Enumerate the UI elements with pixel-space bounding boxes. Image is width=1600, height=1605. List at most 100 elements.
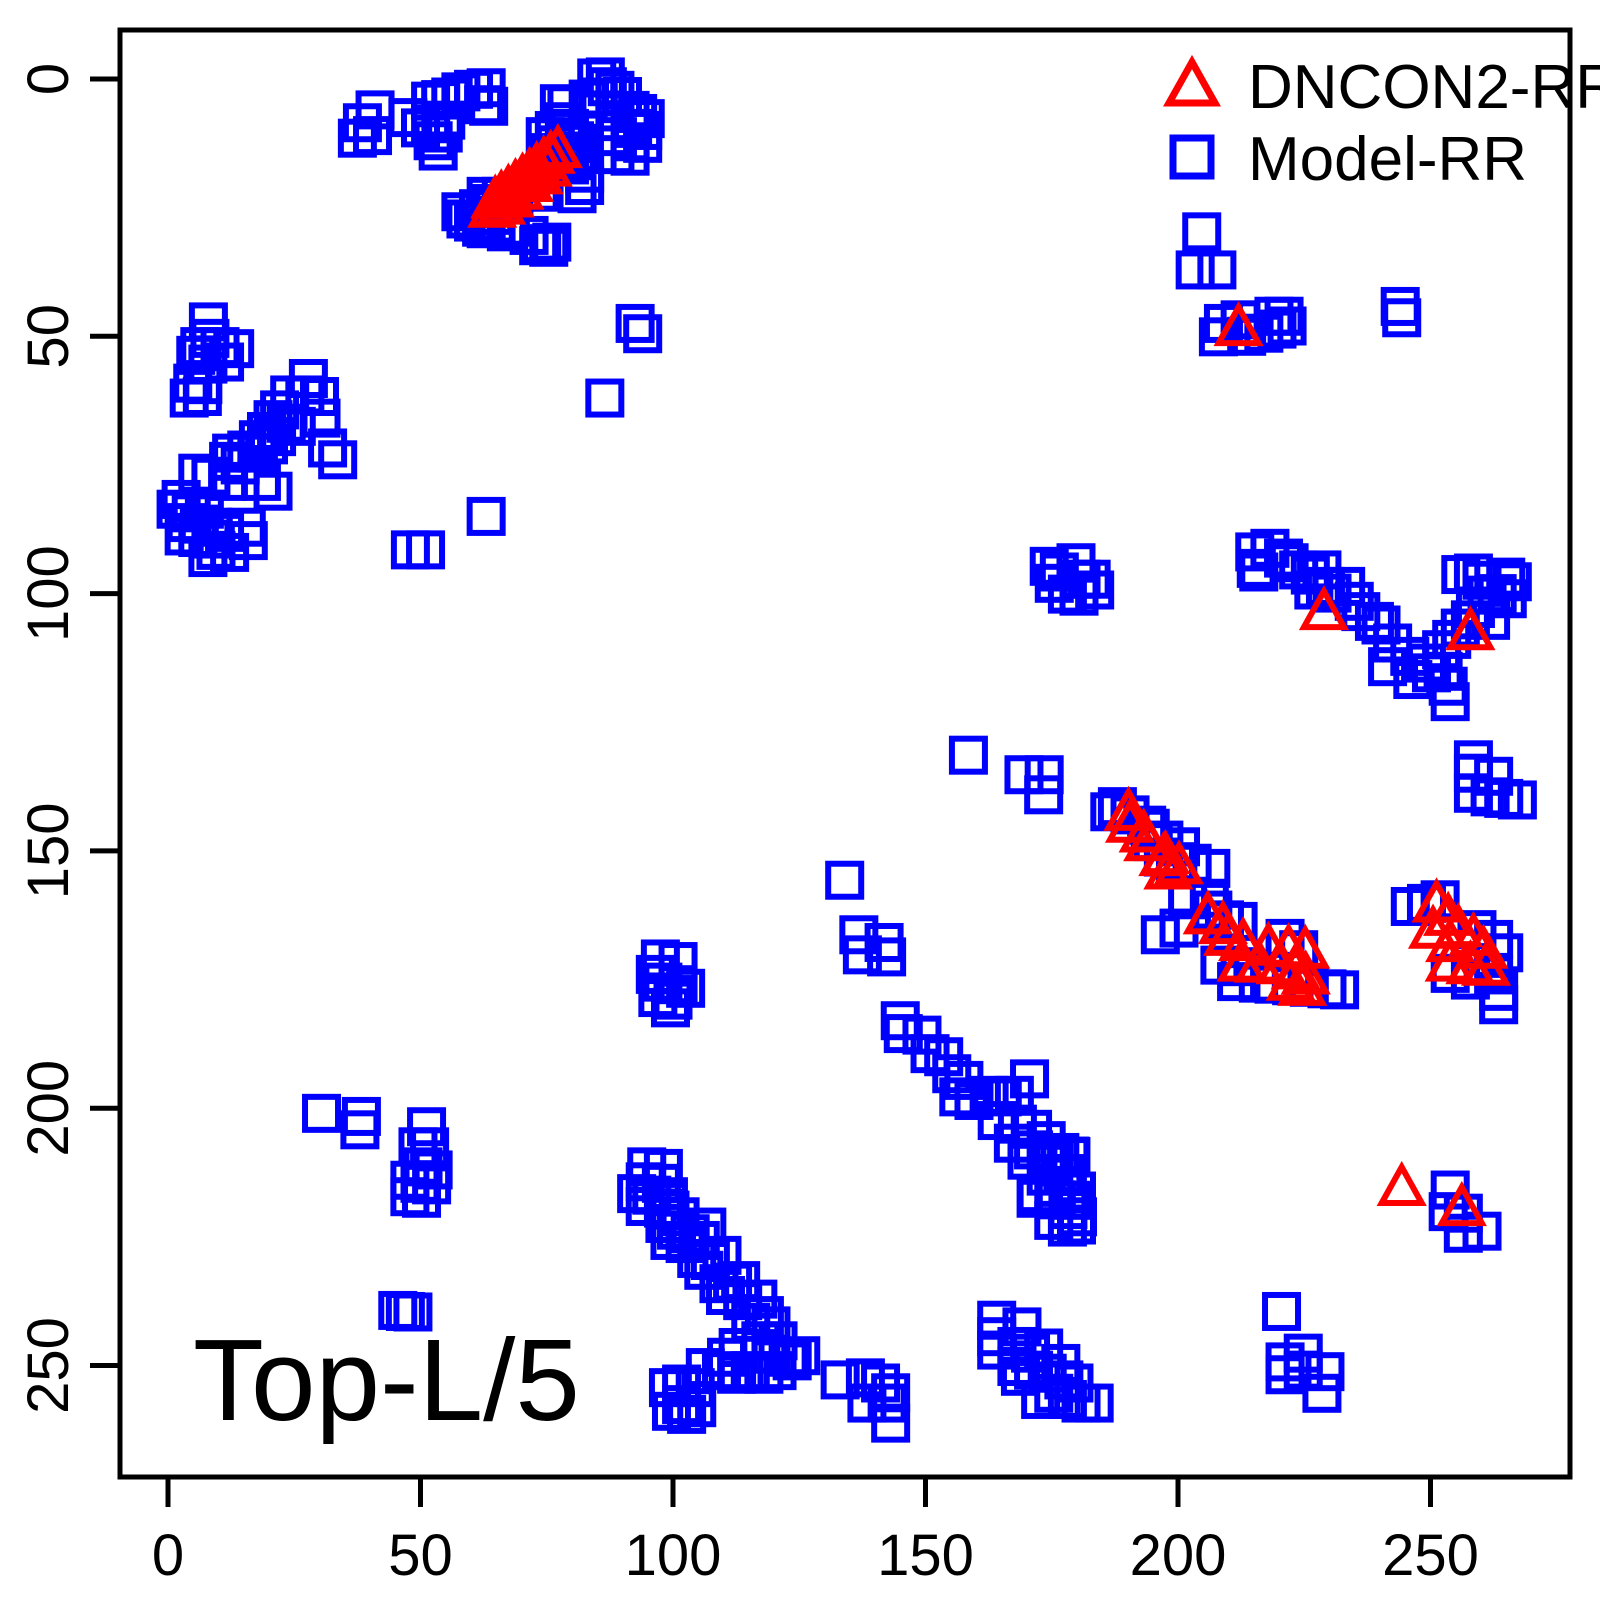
model-rr-point: [176, 335, 216, 375]
model-rr-point: [532, 222, 572, 262]
model-rr-point: [1002, 1307, 1042, 1347]
model-rr-point: [1047, 574, 1087, 614]
model-rr-point: [867, 1383, 907, 1423]
model-rr-point: [932, 1054, 972, 1094]
legend-square-icon: [1169, 134, 1215, 180]
model-rr-point: [610, 136, 650, 176]
model-rr-point: [205, 342, 245, 382]
model-rr-point: [1492, 562, 1532, 602]
model-rr-point: [1024, 775, 1064, 815]
model-rr-point: [393, 1292, 433, 1332]
y-tick-label: 0: [16, 63, 81, 95]
model-rr-point: [210, 532, 250, 572]
model-rr-point: [1305, 1352, 1345, 1392]
y-tick-label: 150: [16, 803, 81, 900]
dncon2-rr-point: [467, 182, 518, 228]
legend-triangle-icon: [1163, 54, 1221, 107]
dncon2-rr-point: [522, 141, 573, 187]
model-rr-point: [825, 860, 865, 900]
model-rr-point: [781, 1336, 821, 1376]
x-tick-label: 50: [388, 1523, 453, 1588]
dncon2-rr-point: [1298, 585, 1350, 631]
model-rr-point: [948, 735, 988, 775]
model-rr-point: [623, 123, 663, 163]
model-rr-point: [418, 131, 458, 171]
y-tick-label: 50: [16, 304, 81, 369]
x-tick-label: 100: [625, 1523, 722, 1588]
model-rr-point: [402, 1178, 442, 1218]
model-rr-point: [1380, 286, 1420, 326]
model-rr-point: [677, 1388, 717, 1428]
dncon2-rr-point: [1376, 1160, 1427, 1207]
y-tick-label: 250: [16, 1317, 81, 1414]
legend-label-dncon2: DNCON2-RR: [1248, 53, 1600, 122]
model-rr-point: [867, 937, 907, 977]
dncon2-rr-point: [1153, 839, 1205, 885]
dncon2-rr-point: [1123, 816, 1174, 862]
model-rr-series: [156, 57, 1537, 1443]
x-axis: 0 50 100 150 200 250: [152, 1477, 1479, 1588]
model-rr-point: [623, 314, 663, 354]
legend-label-model: Model-RR: [1248, 125, 1527, 194]
model-rr-point: [1004, 755, 1044, 795]
model-rr-point: [407, 1107, 447, 1147]
dncon2-rr-point: [494, 164, 545, 210]
model-rr-point: [1036, 1180, 1076, 1220]
model-rr-point: [1262, 1291, 1302, 1331]
model-rr-point: [650, 988, 690, 1028]
y-tick-label: 100: [16, 545, 81, 642]
dncon2-rr-point: [1143, 844, 1194, 890]
model-rr-point: [340, 1110, 380, 1150]
model-rr-point: [871, 1403, 911, 1443]
model-rr-point: [1010, 1059, 1050, 1099]
model-rr-point: [248, 425, 288, 465]
model-rr-point: [839, 915, 879, 955]
model-rr-point: [1016, 1178, 1056, 1218]
model-rr-point: [1267, 306, 1307, 346]
model-rr-point: [406, 530, 446, 570]
model-rr-point: [1024, 755, 1064, 795]
model-rr-point: [469, 86, 509, 126]
annotation-top-l5: Top-L/5: [193, 1315, 580, 1445]
y-axis: 0 50 100 150 200 250: [16, 63, 120, 1414]
model-rr-point: [1264, 296, 1304, 336]
model-rr-point: [410, 1127, 450, 1167]
model-rr-point: [182, 377, 222, 417]
dncon2-rr-series: [467, 122, 1512, 1227]
model-rr-point: [529, 227, 569, 267]
model-rr-point: [241, 461, 281, 501]
model-rr-point: [1182, 212, 1222, 252]
model-rr-point: [509, 215, 549, 255]
model-rr-point: [253, 471, 293, 511]
model-rr-point: [1441, 555, 1481, 595]
dncon2-rr-point: [1265, 955, 1316, 1001]
model-rr-point: [1479, 985, 1519, 1025]
model-rr-point: [1140, 915, 1180, 955]
model-rr-point: [615, 303, 655, 343]
model-rr-point: [1197, 250, 1237, 290]
model-rr-point: [1368, 647, 1408, 687]
legend: DNCON2-RR Model-RR: [1163, 53, 1600, 194]
model-rr-point: [308, 428, 348, 468]
model-rr-point: [772, 1341, 812, 1381]
model-rr-point: [667, 1394, 707, 1434]
model-rr-point: [847, 1383, 887, 1423]
model-rr-point: [1462, 1211, 1502, 1251]
model-rr-point: [212, 433, 252, 473]
model-rr-point: [744, 1354, 784, 1394]
model-rr-point: [1269, 543, 1309, 583]
model-rr-point: [466, 496, 506, 536]
model-rr-point: [341, 1096, 381, 1136]
model-rr-point: [1430, 682, 1470, 722]
model-rr-point: [1257, 309, 1297, 349]
x-tick-label: 250: [1382, 1523, 1479, 1588]
model-rr-point: [412, 1165, 452, 1205]
x-tick-label: 200: [1130, 1523, 1227, 1588]
dncon2-rr-point: [1103, 785, 1154, 831]
x-tick-label: 150: [877, 1523, 974, 1588]
model-rr-point: [1198, 317, 1238, 357]
dncon2-rr-point: [476, 179, 527, 225]
plot-border: [117, 27, 1573, 1480]
model-rr-point: [1075, 570, 1115, 610]
